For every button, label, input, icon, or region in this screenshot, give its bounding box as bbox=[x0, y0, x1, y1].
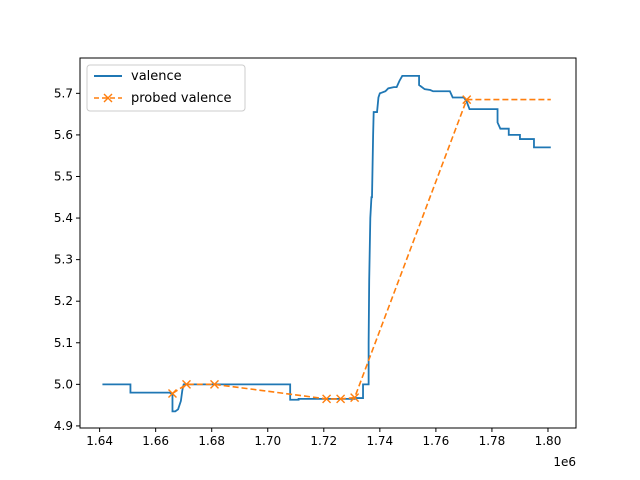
y-tick-label: 5.6 bbox=[54, 128, 73, 142]
probed-valence-marker bbox=[336, 394, 346, 404]
y-tick-label: 5.3 bbox=[54, 253, 73, 267]
probed-valence-marker bbox=[167, 388, 177, 398]
x-tick-label: 1.70 bbox=[254, 434, 281, 448]
y-axis: 4.9 5.0 5.1 5.2 5.3 5.4 5.5 5.6 5.7 bbox=[54, 86, 80, 433]
plot-area bbox=[80, 58, 576, 428]
x-offset-label: 1e6 bbox=[553, 455, 576, 469]
series-layer bbox=[102, 74, 551, 413]
legend-label-valence: valence bbox=[131, 69, 182, 84]
x-axis: 1.64 1.66 1.68 1.70 1.72 1.74 1.76 1.78 1.80 bbox=[86, 428, 561, 448]
y-tick-label: 4.9 bbox=[54, 419, 73, 433]
probed-valence-marker bbox=[462, 95, 472, 105]
y-tick-label: 5.1 bbox=[54, 336, 73, 350]
x-tick-label: 1.68 bbox=[198, 434, 225, 448]
probed-valence-marker bbox=[322, 394, 332, 404]
series-line-probed-valence bbox=[172, 98, 551, 400]
y-tick-label: 5.4 bbox=[54, 211, 73, 225]
probed-valence-marker bbox=[210, 379, 220, 389]
legend-box bbox=[86, 64, 246, 112]
y-tick-label: 5.5 bbox=[54, 169, 73, 183]
x-tick-label: 1.76 bbox=[423, 434, 450, 448]
x-tick-label: 1.64 bbox=[86, 434, 113, 448]
plot-frame bbox=[79, 57, 577, 429]
y-tick-label: 5.7 bbox=[54, 86, 73, 100]
legend-marker-probed-valence bbox=[103, 93, 113, 103]
x-tick-label: 1.80 bbox=[535, 434, 562, 448]
series-line-valence bbox=[102, 74, 551, 413]
y-tick-label: 5.0 bbox=[54, 377, 73, 391]
legend-label-probed-valence: probed valence bbox=[131, 91, 232, 106]
x-tick-label: 1.72 bbox=[310, 434, 337, 448]
legend: valence probed valence bbox=[86, 64, 246, 112]
probed-valence-marker bbox=[181, 379, 191, 389]
probed-valence-marker bbox=[350, 393, 360, 403]
x-tick-label: 1.66 bbox=[142, 434, 169, 448]
x-tick-label: 1.78 bbox=[479, 434, 506, 448]
y-tick-label: 5.2 bbox=[54, 294, 73, 308]
x-tick-label: 1.74 bbox=[366, 434, 393, 448]
legend-x-marker bbox=[103, 93, 113, 103]
